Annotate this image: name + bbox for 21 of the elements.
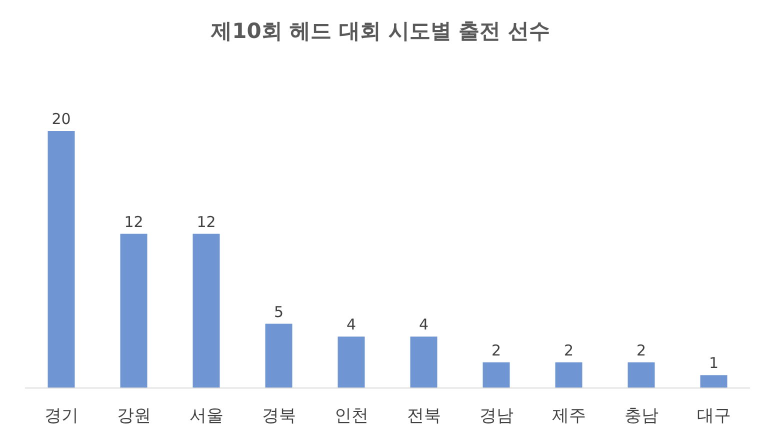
x-tick-label: 경기 (44, 406, 78, 426)
data-label: 4 (418, 316, 429, 334)
chart-title: 제10회 헤드 대회 시도별 출전 선수 (210, 19, 550, 43)
data-label: 20 (52, 110, 71, 128)
data-label: 4 (346, 316, 356, 334)
x-tick-label: 전북 (406, 406, 441, 426)
x-tick-label: 경남 (479, 406, 514, 426)
x-tick-label: 제주 (552, 406, 586, 426)
x-tick-label: 서울 (189, 406, 224, 426)
data-label: 12 (196, 212, 216, 231)
data-label: 12 (124, 212, 144, 231)
data-label: 5 (274, 302, 284, 321)
data-label: 2 (564, 341, 574, 360)
x-tick-label: 경북 (262, 406, 296, 426)
x-tick-label: 인천 (334, 406, 368, 426)
data-label: 1 (708, 354, 719, 372)
data-label: 2 (636, 341, 646, 360)
data-label: 2 (491, 341, 502, 360)
x-tick-label: 강원 (116, 406, 151, 426)
x-tick-label: 대구 (696, 406, 731, 426)
x-tick-label: 충남 (624, 406, 658, 426)
